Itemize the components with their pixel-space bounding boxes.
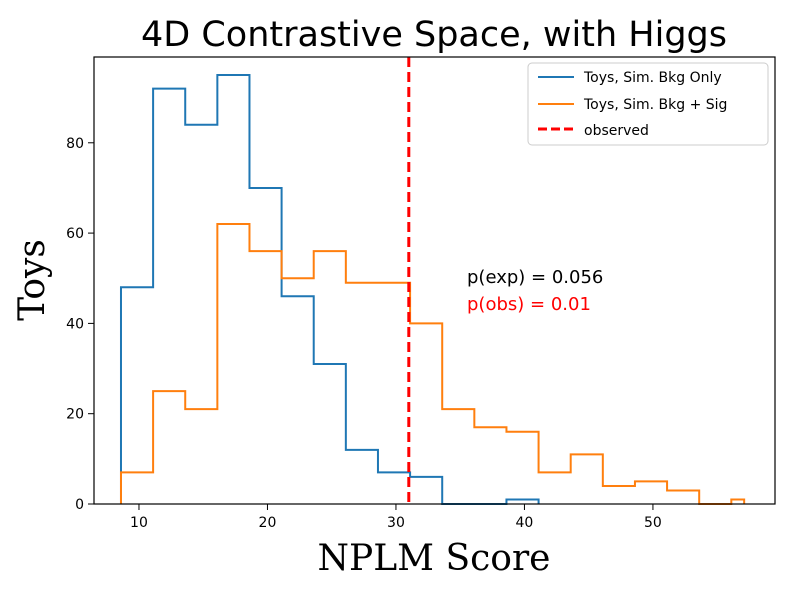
histogram-bin-s1-10: [442, 409, 474, 504]
chart-title: 4D Contrastive Space, with Higgs: [141, 15, 727, 55]
p-exp-annotation: p(exp) = 0.056: [467, 267, 603, 288]
y-tick-label: 20: [66, 407, 84, 423]
x-tick-label: 20: [259, 515, 277, 531]
p-obs-annotation: p(obs) = 0.01: [467, 294, 591, 315]
histogram-bin-s1-14: [571, 454, 603, 504]
y-tick-label: 0: [75, 497, 84, 513]
x-tick-label: 40: [516, 515, 534, 531]
histogram-bin-s1-17: [667, 490, 699, 504]
histogram-bin-s1-13: [539, 472, 571, 504]
y-axis-label: Toys: [12, 239, 53, 321]
x-axis-label: NPLM Score: [318, 538, 551, 579]
axes-frame: [93, 56, 776, 505]
legend: Toys, Sim. Bkg Only Toys, Sim. Bkg + Sig…: [527, 62, 769, 146]
histogram-bin-s1-6: [314, 251, 346, 504]
histogram-bin-s1-9: [410, 323, 442, 504]
legend-frame: [527, 62, 769, 146]
x-tick-label: 10: [130, 515, 148, 531]
histogram-bin-s1-0: [121, 472, 153, 504]
x-axis: 10 20 30 40 50: [130, 504, 662, 531]
legend-label-observed: observed: [584, 123, 649, 139]
histogram-bin-s1-19: [731, 499, 744, 504]
legend-label-bkg-sig: Toys, Sim. Bkg + Sig: [583, 97, 727, 113]
histogram-bin-s1-11: [474, 427, 506, 504]
histogram-bin-s1-2: [185, 409, 217, 504]
y-tick-label: 40: [66, 316, 84, 332]
y-tick-label: 80: [66, 136, 84, 152]
histogram-bin-s1-3: [217, 224, 249, 504]
legend-label-bkg-only: Toys, Sim. Bkg Only: [583, 70, 722, 86]
histogram-bin-s1-12: [506, 432, 538, 504]
histogram-bin-s1-5: [282, 278, 314, 504]
histogram-bin-s1-16: [635, 481, 667, 504]
histogram-bin-s1-7: [346, 283, 378, 504]
y-axis: 0 20 40 60 80: [66, 136, 94, 513]
histogram-series-1: [119, 223, 746, 505]
histogram-bin-s1-1: [153, 391, 185, 504]
x-tick-label: 30: [387, 515, 405, 531]
histogram-bin-s1-15: [603, 486, 635, 504]
histogram-bin-s1-4: [249, 251, 281, 504]
x-tick-label: 50: [644, 515, 662, 531]
histogram-bin-s1-8: [378, 283, 410, 504]
y-tick-label: 60: [66, 226, 84, 242]
